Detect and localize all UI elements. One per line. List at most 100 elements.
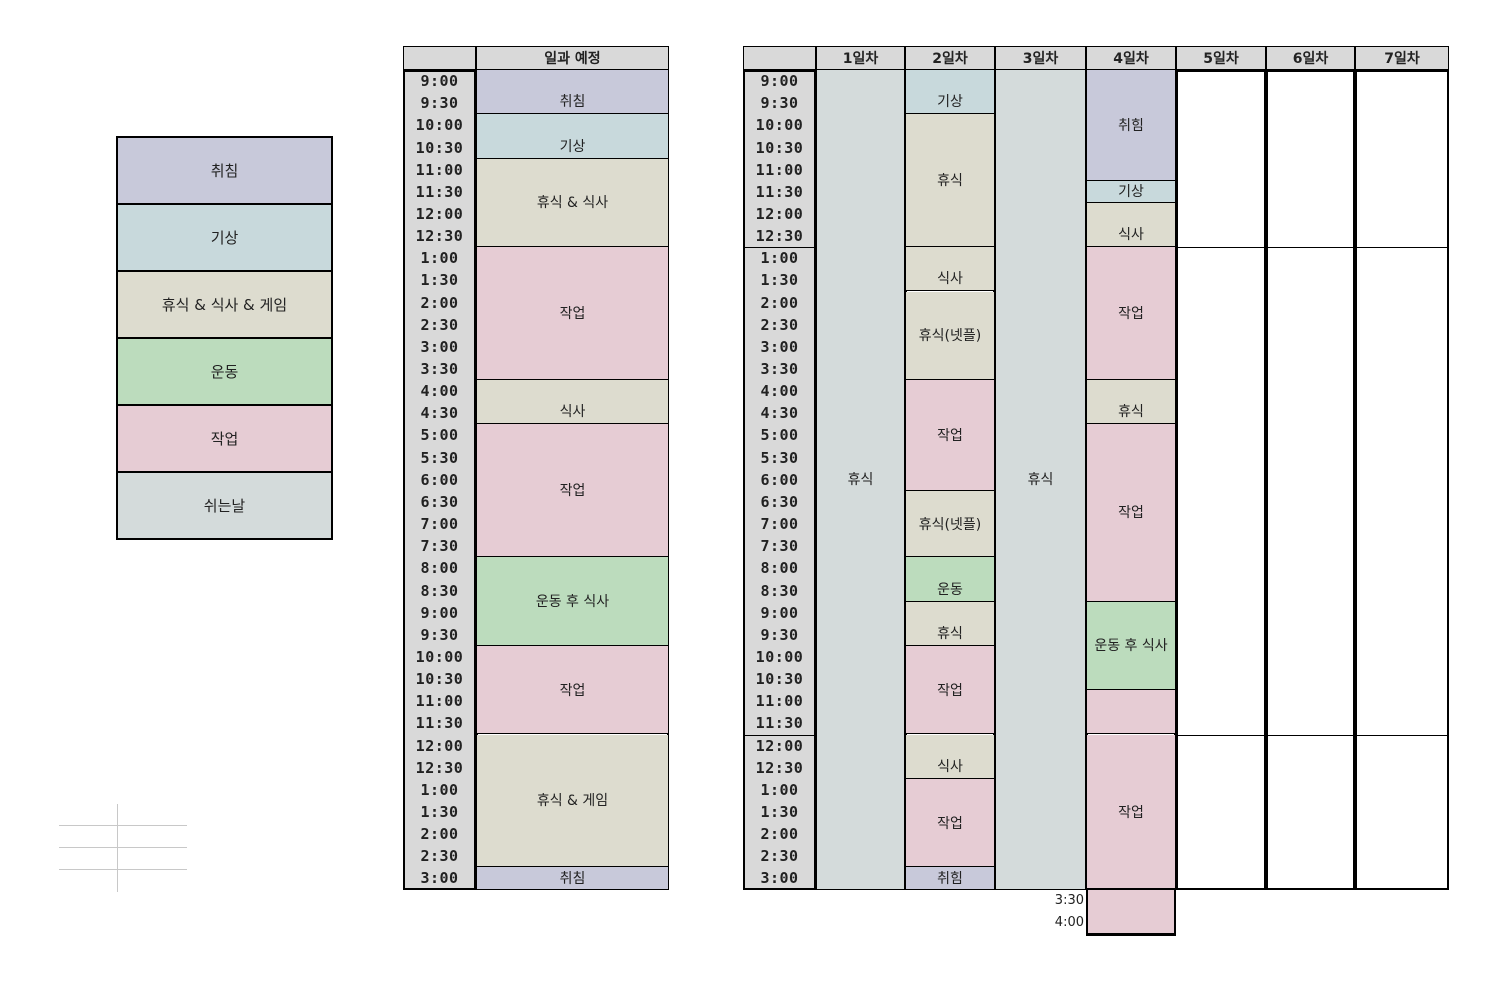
time-label: 9:30 [760,94,799,113]
legend-item-rest: 휴식 & 식사 & 게임 [116,270,333,339]
time-label: 9:00 [760,603,799,622]
time-label: 11:00 [755,692,804,711]
schedule-block: 취힘 [905,867,995,890]
log-header-blank [743,46,816,70]
plan-header-blank [403,46,476,70]
row-separator [743,247,816,249]
time-label: 10:30 [755,138,804,157]
time-label: 2:30 [760,315,799,334]
legend-item-off: 쉬는날 [116,471,333,540]
schedule-block: 작업 [905,645,995,735]
schedule-block: 작업 [1086,734,1176,890]
schedule-block: 작업 [476,424,669,558]
time-label: 3:00 [760,337,799,356]
time-label: 2:30 [420,847,459,866]
schedule-block: 작업 [905,380,995,491]
time-label: 11:00 [415,692,464,711]
time-label: 10:00 [415,116,464,135]
grid-line [59,847,187,848]
schedule-block: 작업 [476,247,669,381]
time-label: 1:00 [420,780,459,799]
time-label: 10:30 [755,670,804,689]
schedule-block: 기상 [905,70,995,115]
time-label: 3:30 [760,360,799,378]
time-label: 11:00 [755,160,804,179]
time-label: 5:30 [760,448,799,467]
time-label: 12:30 [755,227,804,246]
time-label: 12:30 [415,758,464,777]
time-label: 6:30 [760,492,799,511]
schedule-block: 작업 [476,645,669,735]
day-header: 5일차 [1176,46,1266,70]
schedule-block: 휴식 [816,70,905,890]
time-label: 3:00 [760,869,799,888]
time-label: 6:00 [420,470,459,489]
time-label: 9:30 [760,625,799,644]
schedule-block: 식사 [476,380,669,425]
time-label: 5:00 [420,426,459,445]
time-label: 4:00 [760,382,799,401]
row-separator [1176,247,1449,249]
time-label: 7:00 [760,515,799,534]
extra-time-label: 3:30 [1054,892,1084,908]
schedule-block: 기상 [476,114,669,159]
time-label: 9:00 [760,72,799,91]
time-label: 10:00 [415,647,464,666]
time-label: 1:00 [420,249,459,268]
time-label: 3:00 [420,869,459,888]
time-label: 11:30 [415,714,464,733]
time-label: 7:30 [420,537,459,556]
time-label: 11:30 [755,714,804,733]
time-label: 3:30 [420,360,459,378]
schedule-block: 취힘 [1086,70,1176,181]
day-header: 2일차 [905,46,995,70]
schedule-block: 작업 [1086,424,1176,602]
time-label: 1:00 [760,249,799,268]
time-label: 9:00 [420,603,459,622]
time-label: 10:30 [415,138,464,157]
time-label: 2:00 [420,293,459,312]
time-label: 8:00 [420,559,459,578]
row-separator [743,734,816,736]
schedule-block: 작업 [1086,247,1176,381]
day4-overflow-frame [1086,887,1176,936]
schedule-block: 식사 [905,247,995,292]
time-label: 1:30 [420,803,459,821]
day-column-frame [1355,70,1449,890]
schedule-block: 식사 [905,734,995,779]
schedule-block: 운동 [905,557,995,602]
schedule-block: 휴식 [1086,380,1176,425]
plan-header-title: 일과 예정 [476,46,669,70]
time-label: 2:00 [420,825,459,844]
time-label: 8:30 [420,581,459,600]
day-column-frame [1266,70,1355,890]
day-header: 7일차 [1355,46,1449,70]
schedule-block: 휴식 & 식사 [476,158,669,248]
schedule-block: 운동 후 식사 [476,557,669,646]
time-label: 1:00 [760,780,799,799]
time-label: 7:00 [420,515,459,534]
time-label: 11:00 [415,160,464,179]
schedule-block [1086,690,1176,735]
time-label: 4:00 [420,382,459,401]
time-label: 10:30 [415,670,464,689]
time-label: 5:30 [420,448,459,467]
day-header: 6일차 [1266,46,1355,70]
schedule-block: 기상 [1086,180,1176,203]
schedule-block: 휴식 & 게임 [476,734,669,868]
time-label: 11:30 [415,182,464,201]
time-label: 12:00 [415,204,464,223]
log-time-column [743,70,816,890]
schedule-block: 휴식(넷플) [905,490,995,558]
time-label: 5:00 [760,426,799,445]
time-label: 4:30 [420,404,459,423]
schedule-block: 작업 [905,778,995,868]
time-label: 7:30 [760,537,799,556]
time-label: 6:00 [760,470,799,489]
time-label: 11:30 [755,182,804,201]
schedule-block: 휴식 [905,114,995,248]
legend-item-wake: 기상 [116,203,333,272]
schedule-block: 취침 [476,70,669,115]
time-label: 9:30 [420,94,459,113]
time-label: 12:30 [415,227,464,246]
